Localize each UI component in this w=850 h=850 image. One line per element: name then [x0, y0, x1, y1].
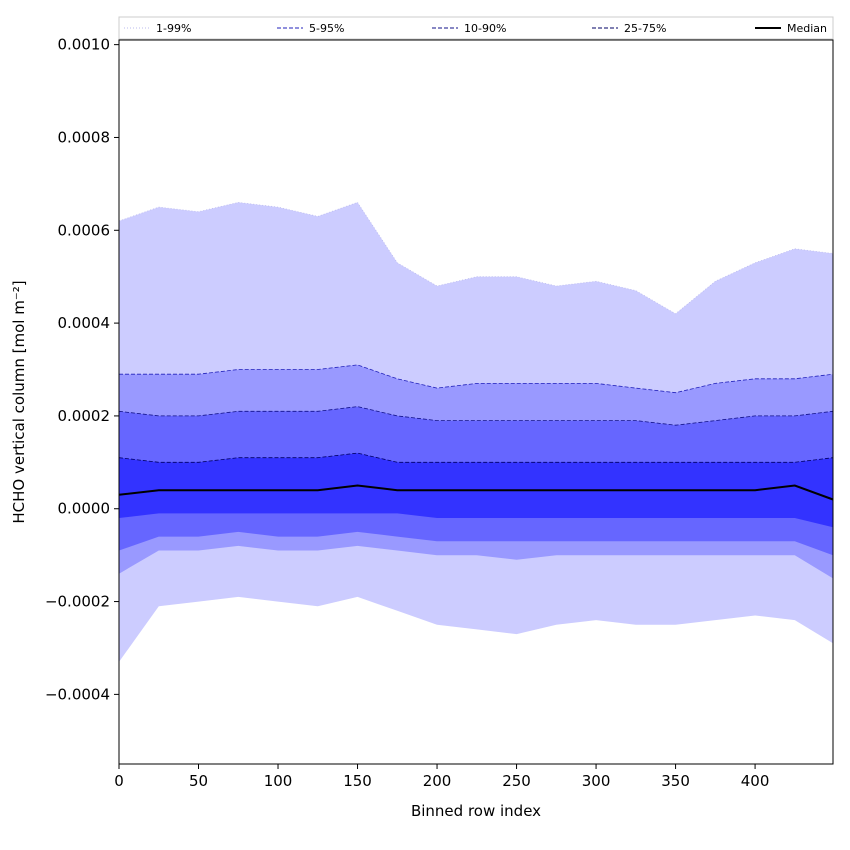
y-tick-label: 0.0002	[58, 407, 111, 425]
legend-label: 5-95%	[309, 22, 344, 35]
legend-label: 1-99%	[156, 22, 191, 35]
band-upper-line-1-99%	[118, 201, 834, 315]
x-axis-title: Binned row index	[411, 802, 541, 820]
legend-box	[118, 16, 834, 40]
legend-entries: 1-99% 5-95% 10-90% 25-75% Median	[124, 22, 827, 35]
y-tick-label: 0.0000	[58, 500, 111, 518]
y-axis-ticks: −0.0004 −0.0002 0.0000 0.0002 0.0004 0.0006 0.…	[45, 36, 119, 703]
x-tick-label: 250	[502, 772, 531, 790]
legend-label: 25-75%	[624, 22, 666, 35]
median-layer	[118, 484, 834, 501]
y-axis-title: HCHO vertical column [mol m⁻²]	[10, 280, 28, 523]
x-tick-label: 300	[582, 772, 611, 790]
x-tick-label: 350	[661, 772, 690, 790]
x-tick-label: 200	[423, 772, 452, 790]
y-tick-label: −0.0004	[45, 685, 110, 703]
x-tick-label: 400	[741, 772, 770, 790]
x-axis-ticks: 0 50 100 150 200 250 300 350 400	[114, 764, 769, 790]
y-tick-label: 0.0010	[58, 36, 111, 54]
legend: 1-99% 5-95% 10-90% 25-75% Median	[118, 16, 834, 40]
band-upper-line-5-95%	[119, 364, 834, 394]
y-tick-label: −0.0002	[45, 593, 110, 611]
x-tick-label: 0	[114, 772, 124, 790]
plot-frame	[118, 39, 834, 765]
legend-label: 10-90%	[464, 22, 506, 35]
y-tick-label: 0.0006	[58, 221, 111, 239]
median-line	[118, 484, 834, 501]
y-tick-label: 0.0004	[58, 314, 111, 332]
legend-label: Median	[787, 22, 827, 35]
y-tick-label: 0.0008	[58, 128, 111, 146]
x-tick-label: 50	[189, 772, 208, 790]
x-tick-label: 100	[264, 772, 293, 790]
x-tick-label: 150	[343, 772, 372, 790]
percentile-bands	[118, 201, 834, 662]
